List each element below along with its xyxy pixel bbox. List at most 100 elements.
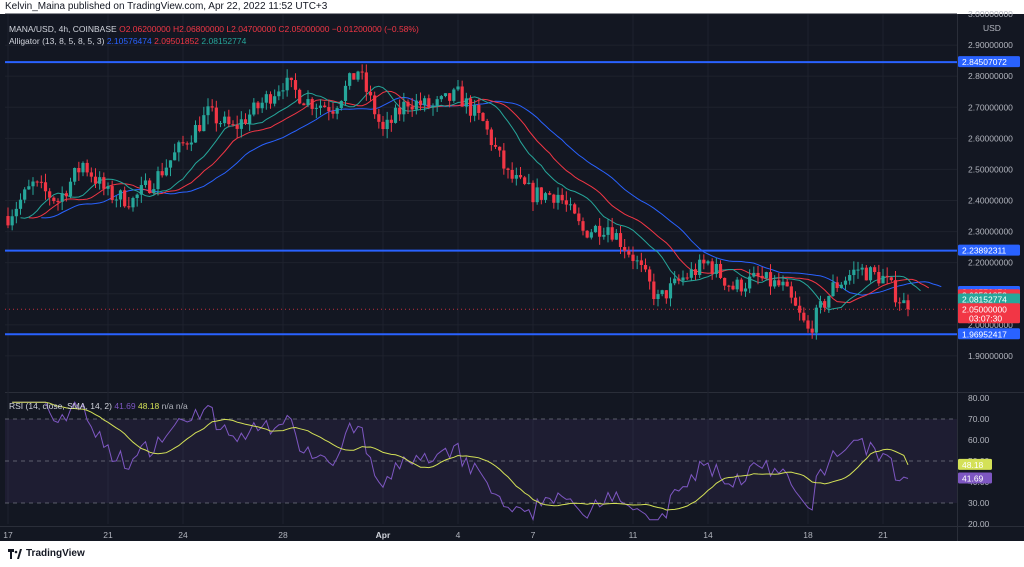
main-legend: MANA/USD, 4h, COINBASE O2.06200000 H2.06… [9, 23, 419, 47]
candle-body-167 [702, 259, 706, 264]
candle-body-82 [348, 73, 352, 86]
candle-body-175 [735, 279, 739, 290]
candle-body-15 [68, 181, 73, 197]
candle-body-84 [356, 71, 360, 80]
candle-body-187 [785, 281, 789, 287]
candle-body-2 [14, 208, 18, 217]
price-tick-label-5: 2.40000000 [968, 196, 1013, 206]
price-tag-bg-4 [958, 293, 1020, 305]
candle-body-39 [168, 160, 173, 168]
candle-body-100 [423, 98, 427, 106]
candle-body-137 [577, 213, 581, 222]
candle-body-108 [456, 86, 460, 90]
candle-body-62 [264, 94, 268, 103]
candle-body-49 [210, 106, 214, 108]
candle-body-12 [56, 201, 60, 203]
candle-body-54 [231, 124, 235, 126]
candle-body-153 [643, 264, 648, 270]
candle-body-34 [148, 180, 152, 194]
price-tick-label-6: 2.50000000 [968, 164, 1013, 174]
candle-body-124 [523, 177, 527, 184]
candle-body-105 [443, 93, 448, 97]
close-value: C2.05000000 [278, 24, 330, 34]
time-axis: 17 21 24 28 Apr 4 7 11 14 18 21 [3, 530, 888, 540]
candle-body-196 [823, 301, 827, 308]
candle-body-199 [835, 282, 839, 289]
candle-body-170 [714, 263, 718, 274]
candle-body-36 [156, 171, 160, 190]
candle-body-94 [398, 107, 402, 115]
candle-body-99 [418, 100, 423, 106]
price-tags: 2.845070722.238923112.105764742.09501852… [958, 56, 1020, 340]
candle-body-119 [502, 150, 506, 169]
candle-body-69 [293, 80, 298, 90]
candle-body-1 [10, 216, 14, 226]
candle-body-214 [898, 302, 902, 304]
candle-body-77 [327, 107, 331, 112]
teeth-value: 2.09501852 [154, 36, 200, 46]
candle-body-71 [302, 103, 306, 106]
candle-body-104 [439, 96, 443, 100]
candle-body-178 [748, 276, 752, 289]
candle-body-154 [648, 269, 652, 282]
price-tick-label-10: 2.90000000 [968, 40, 1013, 50]
candle-body-145 [610, 227, 614, 240]
candle-body-97 [410, 106, 414, 110]
candle-body-40 [173, 152, 177, 161]
candle-body-130 [548, 193, 552, 195]
candle-body-22 [98, 177, 102, 184]
candle-body-109 [460, 86, 464, 107]
candle-body-20 [89, 172, 93, 177]
candle-body-160 [673, 278, 677, 284]
candle-body-72 [306, 99, 310, 106]
candle-body-139 [585, 230, 589, 238]
candle-body-144 [606, 227, 610, 235]
candle-body-177 [743, 288, 748, 292]
alligator-teeth-line [28, 90, 930, 304]
candle-body-45 [193, 125, 198, 143]
candle-body-106 [448, 93, 452, 101]
candle-body-10 [48, 191, 52, 198]
candle-body-215 [902, 300, 906, 304]
candle-body-157 [660, 290, 664, 295]
candle-body-43 [185, 143, 189, 145]
candle-body-25 [110, 186, 114, 200]
candle-body-200 [839, 284, 843, 289]
rsi-label[interactable]: RSI (14, close, SMA, 14, 2) [9, 401, 112, 411]
candle-body-101 [427, 98, 431, 108]
candle-body-50 [214, 107, 218, 124]
candle-body-188 [789, 286, 793, 298]
candle-body-116 [489, 129, 493, 146]
jaw-value: 2.10576474 [106, 36, 152, 46]
candle-body-216 [906, 300, 910, 310]
candle-body-96 [406, 101, 410, 107]
candle-body-140 [589, 232, 593, 238]
candle-body-46 [198, 125, 202, 132]
candle-body-117 [493, 145, 498, 147]
rsi-legend: RSI (14, close, SMA, 14, 2) 41.69 48.18 … [9, 400, 188, 412]
candle-body-18 [81, 162, 85, 173]
candle-body-149 [627, 250, 631, 255]
candle-body-174 [731, 285, 735, 290]
candle-body-44 [189, 142, 193, 145]
alligator-label[interactable]: Alligator (13, 8, 5, 8, 5, 3) [9, 36, 105, 46]
candle-body-4 [23, 189, 27, 200]
candle-body-19 [85, 162, 89, 173]
rsi-tag-0: 48.18 [962, 460, 984, 470]
candle-body-56 [239, 119, 243, 129]
horizontal-lines [5, 61, 957, 336]
chart-canvas[interactable]: 1.900000002.000000002.100000002.20000000… [0, 0, 1024, 541]
rsi-tag-bg-0 [958, 458, 992, 470]
time-tick-label-7: 11 [629, 530, 638, 540]
candle-body-210 [881, 275, 885, 284]
candle-body-121 [510, 169, 514, 179]
candle-body-186 [781, 281, 785, 286]
candle-body-76 [323, 105, 327, 108]
time-tick-label-8: 14 [703, 530, 713, 540]
open-value: O2.06200000 [119, 24, 171, 34]
candle-body-169 [710, 261, 714, 274]
candle-body-57 [243, 119, 248, 124]
candle-body-13 [60, 193, 64, 202]
candle-body-79 [335, 108, 339, 114]
candle-body-70 [298, 89, 302, 104]
